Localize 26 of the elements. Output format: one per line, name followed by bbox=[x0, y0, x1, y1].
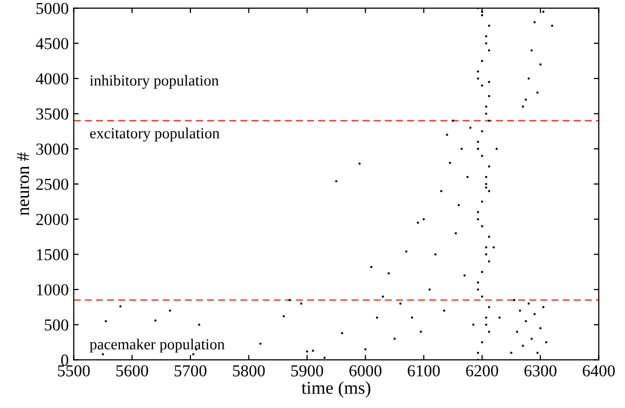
y-axis-title: neuron # bbox=[17, 152, 30, 216]
y-tick-label: 500 bbox=[44, 319, 68, 331]
x-tick-label: 6400 bbox=[582, 365, 615, 376]
y-tick-label: 2500 bbox=[36, 178, 68, 190]
y-tick-label: 5000 bbox=[36, 2, 68, 14]
y-tick-label: 4000 bbox=[36, 73, 68, 84]
x-tick-label: 6200 bbox=[466, 365, 498, 376]
x-tick-label: 6100 bbox=[408, 365, 440, 376]
x-axis-title: time (ms) bbox=[302, 381, 370, 398]
x-tick-label: 5500 bbox=[58, 365, 90, 376]
y-tick-label: 1500 bbox=[37, 249, 68, 260]
x-tick-label: 5900 bbox=[291, 365, 324, 376]
y-tick-label: 1000 bbox=[37, 284, 68, 296]
x-tick-label: 5600 bbox=[116, 365, 148, 376]
annotation: inhibitory population bbox=[90, 74, 219, 89]
y-tick-label: 3000 bbox=[36, 144, 68, 155]
y-tick-label: 3500 bbox=[36, 108, 68, 120]
annotation: excitatory population bbox=[90, 128, 220, 142]
x-tick-label: 5800 bbox=[233, 365, 265, 376]
y-tick-label: 0 bbox=[61, 354, 68, 366]
annotation: pacemaker population bbox=[90, 338, 225, 353]
x-tick-label: 6300 bbox=[524, 365, 556, 376]
x-tick-label: 6000 bbox=[349, 365, 382, 376]
y-tick-label: 4500 bbox=[36, 38, 68, 50]
y-tick-label: 2000 bbox=[36, 214, 68, 226]
x-tick-label: 5700 bbox=[174, 365, 206, 376]
